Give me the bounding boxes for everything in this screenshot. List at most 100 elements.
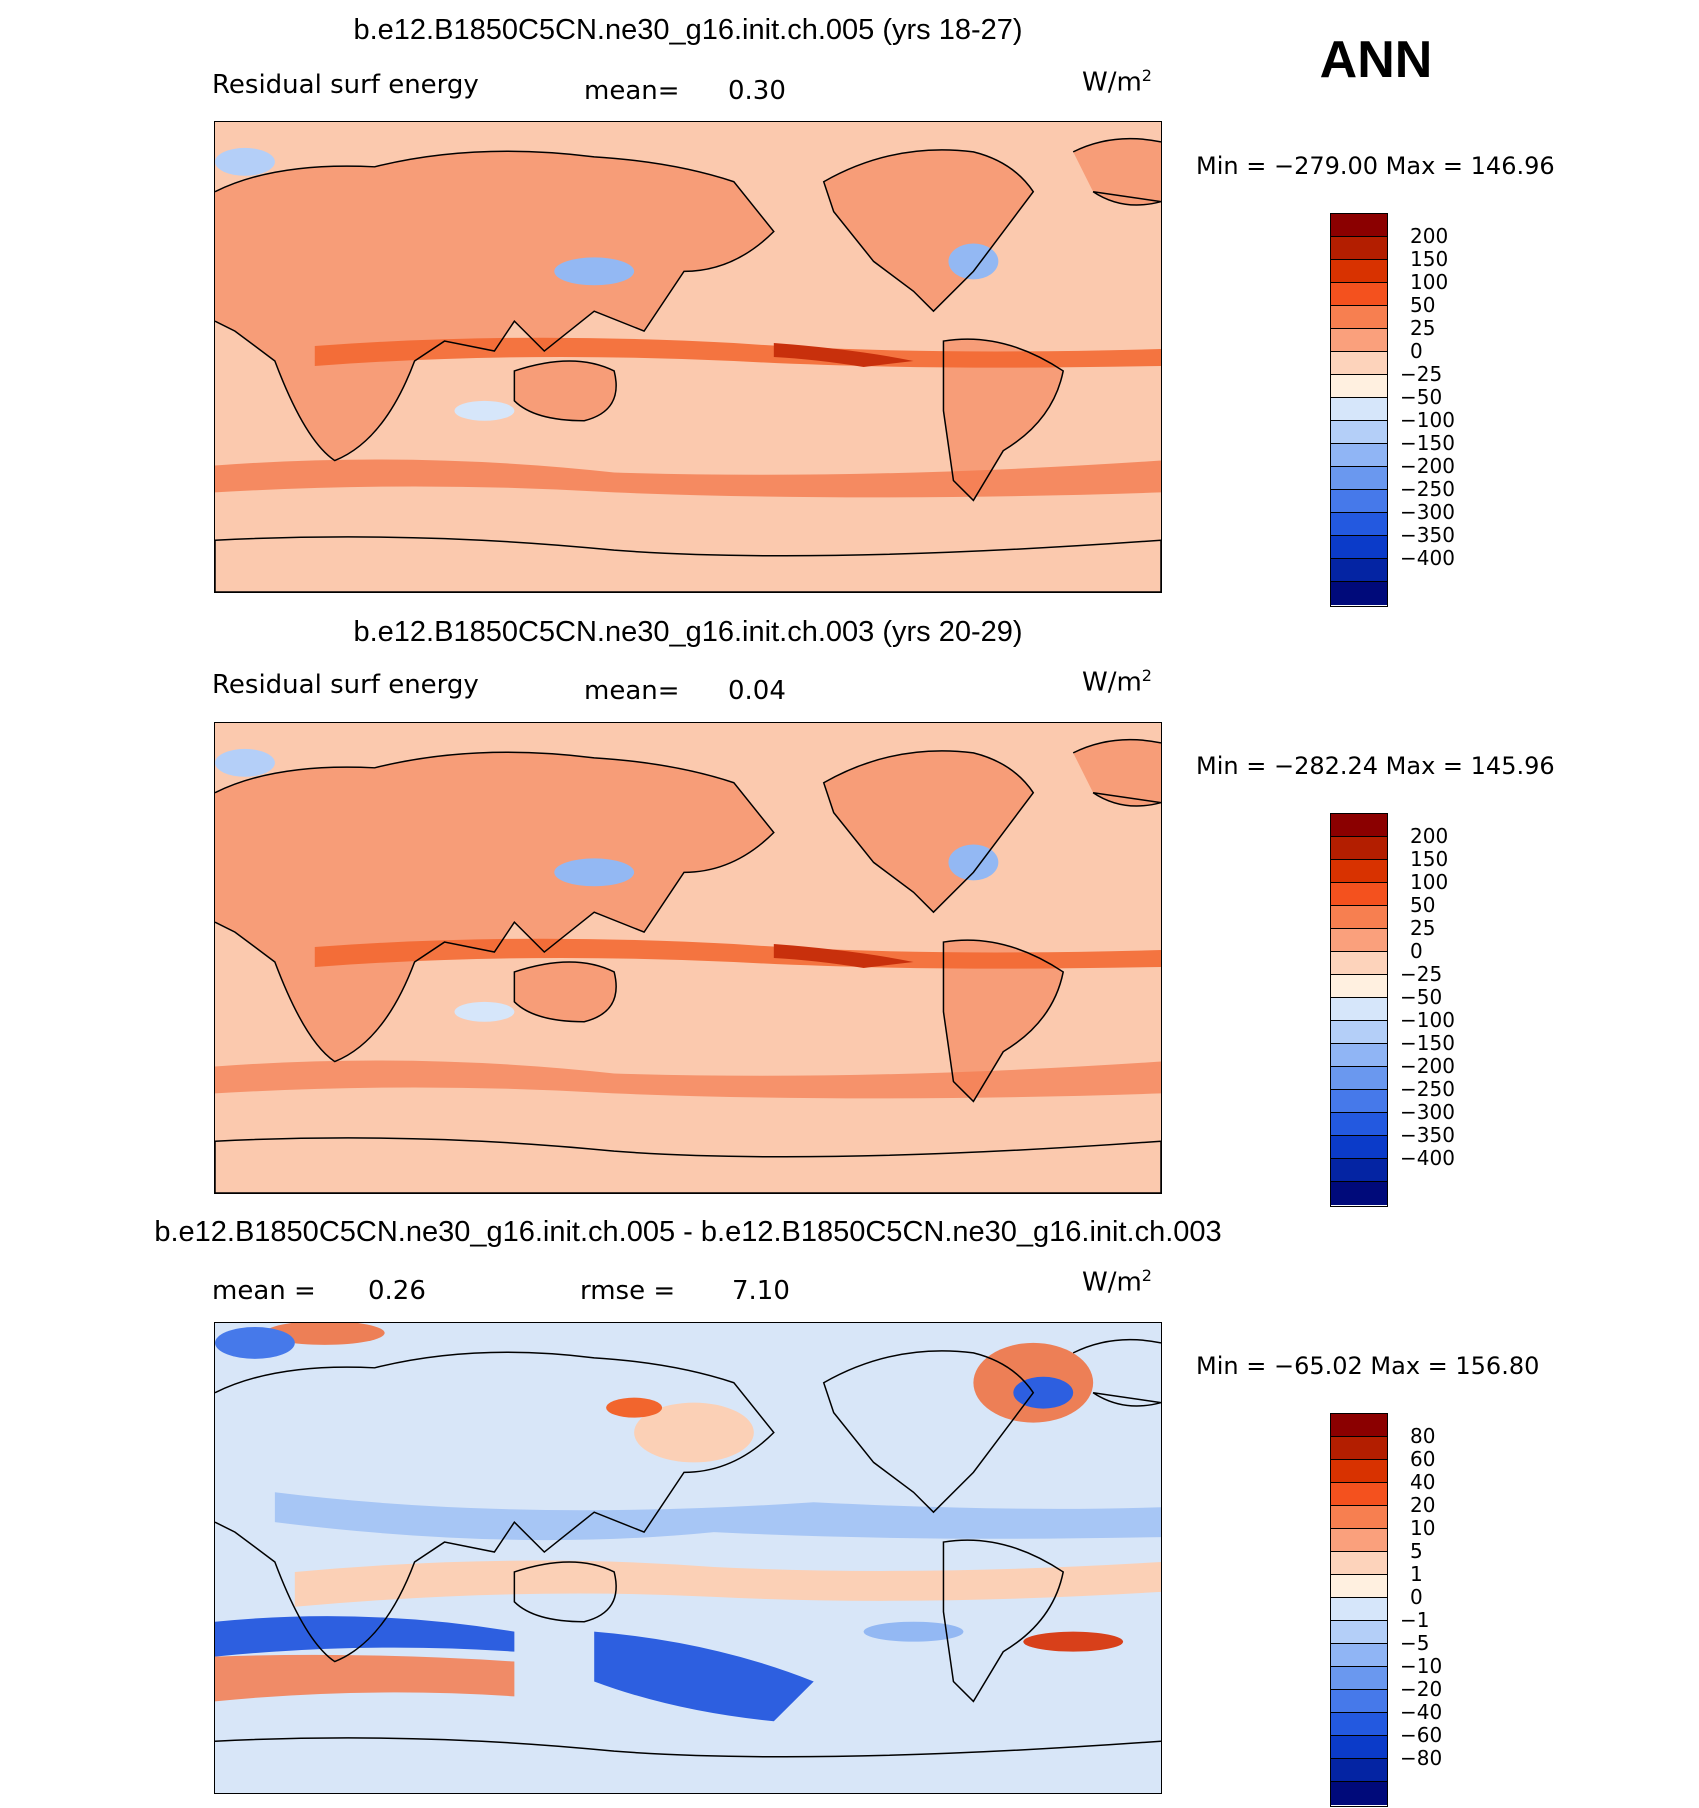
mean-label: mean= (584, 676, 680, 706)
land-antarctica (215, 1137, 1161, 1193)
colorbar-box (1331, 582, 1387, 605)
colorbar-box (1331, 306, 1387, 329)
equatorial-core (773, 343, 914, 367)
colorbar-tick-label: −40 (1400, 1700, 1443, 1724)
colorbar-box (1331, 214, 1387, 237)
colorbar-box (1331, 329, 1387, 352)
colorbar-box (1331, 1644, 1387, 1667)
colorbar-box (1331, 814, 1387, 837)
map-panel-3 (214, 1322, 1162, 1794)
land-eurasia-africa (215, 151, 774, 461)
mean-label: mean = (212, 1276, 316, 1306)
colorbar-box (1331, 1113, 1387, 1136)
colorbar-box (1331, 952, 1387, 975)
colorbar-tick-label: −60 (1400, 1723, 1443, 1747)
southern-ocean-band (215, 1060, 1161, 1099)
land-australia (514, 360, 617, 421)
land-south-america (943, 339, 1064, 501)
colorbar-box (1331, 490, 1387, 513)
colorbar-box (1331, 906, 1387, 929)
colorbar-box (1331, 375, 1387, 398)
colorbar-tick-label: −25 (1400, 362, 1443, 386)
map-panel-2 (214, 722, 1162, 1194)
colorbar-tick-label: −150 (1400, 1031, 1455, 1055)
colorbar-box (1331, 1067, 1387, 1090)
mean-value: 0.30 (728, 76, 786, 106)
southern-ocean-band (215, 459, 1161, 498)
colorbar-tick-label: −20 (1400, 1677, 1443, 1701)
colorbar-tick-label: −400 (1400, 1146, 1455, 1170)
colorbar-tick-label: 100 (1410, 870, 1449, 894)
colorbar-tick-label: 0 (1410, 1585, 1423, 1609)
colorbar-tick-label: 150 (1410, 247, 1449, 271)
cool-patch-southern-pacific (594, 1631, 814, 1722)
units-label: W/m2 (1082, 666, 1152, 698)
colorbar-box (1331, 1414, 1387, 1437)
colorbar-box (1331, 1159, 1387, 1182)
colorbar-box (1331, 444, 1387, 467)
warm-patch-npacific (634, 1402, 754, 1463)
land-north-america (823, 149, 1034, 312)
colorbar-tick-label: −5 (1400, 1631, 1430, 1655)
colorbar-tick-label: 0 (1410, 939, 1423, 963)
colorbar-box (1331, 1437, 1387, 1460)
variable-label: Residual surf energy (212, 70, 479, 100)
cool-patch-gulfstream (948, 243, 999, 280)
colorbar-tick-label: −10 (1400, 1654, 1443, 1678)
colorbar-box (1331, 467, 1387, 490)
colorbar-tick-label: 5 (1410, 1539, 1423, 1563)
colorbar-box (1331, 929, 1387, 952)
minmax-readout: Min = −279.00 Max = 146.96 (1196, 152, 1555, 180)
colorbar-box (1331, 1667, 1387, 1690)
panel-title: b.e12.B1850C5CN.ne30_g16.init.ch.003 (yr… (353, 616, 1023, 648)
equatorial-band (314, 938, 1161, 969)
cool-patch-arctic (215, 147, 275, 176)
world-map-field (215, 1323, 1161, 1793)
panel-title: b.e12.B1850C5CN.ne30_g16.init.ch.005 (yr… (353, 14, 1023, 46)
cool-patch-sepacific (863, 1621, 964, 1642)
colorbar-box (1331, 1552, 1387, 1575)
colorbar-tick-label: −150 (1400, 431, 1455, 455)
colorbar-box (1331, 352, 1387, 375)
colorbar-box (1331, 1713, 1387, 1736)
colorbar-tick-label: −250 (1400, 1077, 1455, 1101)
mean-value: 0.04 (728, 676, 786, 706)
warm-patch-south-atlantic (1023, 1631, 1124, 1652)
colorbar-tick-label: 40 (1410, 1470, 1436, 1494)
colorbar-tick-label: 20 (1410, 1493, 1436, 1517)
colorbar-tick-label: −100 (1400, 1008, 1455, 1032)
cool-patch-natlantic (1013, 1376, 1074, 1409)
colorbar-tick-label: 200 (1410, 824, 1449, 848)
colorbar-tick-label: −350 (1400, 523, 1455, 547)
panel-title: b.e12.B1850C5CN.ne30_g16.init.ch.005 - b… (154, 1216, 1222, 1248)
colorbar-box (1331, 513, 1387, 536)
colorbar-tick-label: −400 (1400, 546, 1455, 570)
warm-patch-arctic (264, 1323, 385, 1345)
colorbar-tick-label: −300 (1400, 500, 1455, 524)
colorbar-tick-label: 150 (1410, 847, 1449, 871)
minmax-readout: Min = −282.24 Max = 145.96 (1196, 752, 1555, 780)
colorbar-box (1331, 1575, 1387, 1598)
colorbar-box (1331, 1690, 1387, 1713)
warm-band-south-tropics (294, 1560, 1161, 1607)
world-map-field (215, 122, 1161, 592)
land-eurasia-africa (215, 752, 774, 1062)
cool-band-tropics (274, 1492, 1161, 1541)
colorbar-tick-label: −50 (1400, 985, 1443, 1009)
colorbar-box (1331, 260, 1387, 283)
colorbar-box (1331, 1182, 1387, 1205)
mean-value: 0.26 (368, 1276, 426, 1306)
colorbar-tick-label: −25 (1400, 962, 1443, 986)
colorbar-tick-label: −1 (1400, 1608, 1430, 1632)
colorbar-box (1331, 237, 1387, 260)
variable-label: Residual surf energy (212, 670, 479, 700)
colorbar-tick-label: 50 (1410, 293, 1436, 317)
colorbar-tick-label: 80 (1410, 1424, 1436, 1448)
colorbar-box (1331, 837, 1387, 860)
colorbar-box (1331, 860, 1387, 883)
colorbar-tick-label: −200 (1400, 1054, 1455, 1078)
colorbar-tick-label: −300 (1400, 1100, 1455, 1124)
colorbar-box (1331, 1483, 1387, 1506)
equatorial-core (773, 944, 914, 968)
colorbar-tick-label: 0 (1410, 339, 1423, 363)
